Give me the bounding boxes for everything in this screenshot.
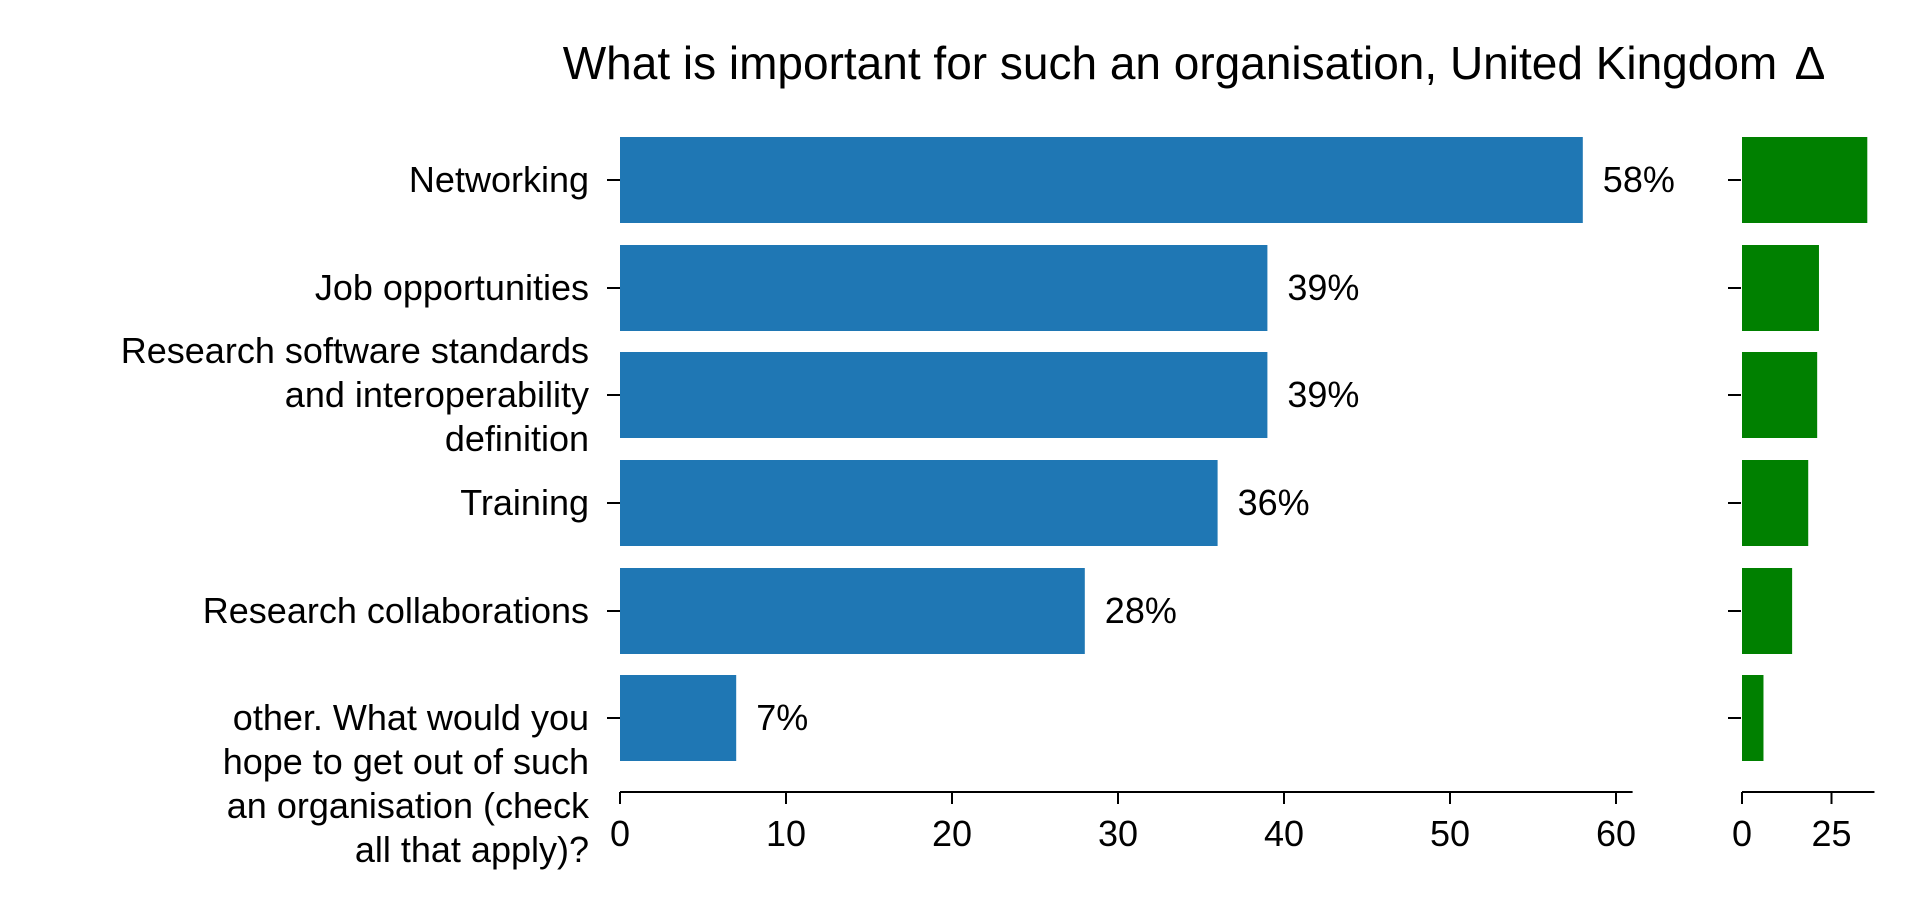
x-tick-label: 60	[1596, 813, 1636, 854]
delta-chart-title: Δ	[1795, 37, 1826, 89]
bar-value-label: 28%	[1105, 590, 1177, 631]
delta-bar-chart: 0 25	[1728, 137, 1875, 854]
category-label-line: and interoperability	[285, 374, 589, 415]
x-tick-label: 20	[932, 813, 972, 854]
category-label-line: Training	[460, 482, 589, 523]
category-label: Research collaborations	[203, 590, 589, 631]
delta-bar	[1742, 460, 1809, 546]
x-tick-label: 10	[766, 813, 806, 854]
bar-value-label: 36%	[1238, 482, 1310, 523]
main-bar-chart: 58% 39% 39% 36% 28% 7% Networking Job opportuni…	[121, 137, 1675, 870]
bar-value-label: 39%	[1287, 267, 1359, 308]
category-label: Training	[460, 482, 589, 523]
category-label-line: Job opportunities	[315, 267, 589, 308]
delta-bar	[1742, 675, 1764, 761]
category-label: Job opportunities	[315, 267, 589, 308]
delta-bar	[1742, 245, 1819, 331]
category-label-line: all that apply)?	[355, 829, 589, 870]
bar	[620, 352, 1268, 438]
chart-title: What is important for such an organisati…	[563, 37, 1778, 89]
category-label-line: definition	[445, 418, 589, 459]
category-label-line: other. What would you	[233, 697, 589, 738]
delta-x-tick-label: 25	[1811, 813, 1851, 854]
delta-x-tick-label: 0	[1732, 813, 1752, 854]
x-tick-label: 50	[1430, 813, 1470, 854]
bar	[620, 245, 1268, 331]
category-label-line: hope to get out of such	[223, 741, 589, 782]
category-label: Research software standards and interoper…	[121, 330, 589, 459]
x-tick-label: 40	[1264, 813, 1304, 854]
bar-value-label: 58%	[1603, 159, 1675, 200]
bar-value-label: 7%	[756, 697, 808, 738]
category-label: other. What would you hope to get out of …	[223, 697, 590, 870]
bar	[620, 460, 1218, 546]
category-label-line: Networking	[409, 159, 589, 200]
x-tick-label: 0	[610, 813, 630, 854]
delta-bar	[1742, 568, 1793, 654]
bar	[620, 568, 1085, 654]
bar	[620, 675, 737, 761]
category-label-line: Research software standards	[121, 330, 589, 371]
category-label-line: Research collaborations	[203, 590, 589, 631]
category-label-line: an organisation (check	[227, 785, 590, 826]
x-tick-label: 30	[1098, 813, 1138, 854]
delta-bar	[1742, 137, 1868, 223]
delta-bar	[1742, 352, 1818, 438]
bar	[620, 137, 1583, 223]
bar-value-label: 39%	[1287, 374, 1359, 415]
category-label: Networking	[409, 159, 589, 200]
